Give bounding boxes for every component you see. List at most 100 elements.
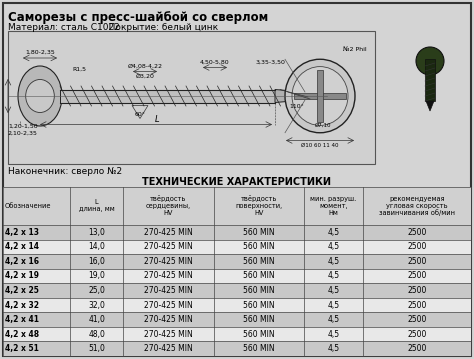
Ellipse shape [285, 59, 355, 133]
Text: 51,0: 51,0 [88, 344, 105, 353]
Text: 4,50-5,80: 4,50-5,80 [200, 60, 230, 65]
Text: 25,0: 25,0 [88, 286, 105, 295]
Bar [3, 239, 471, 254]
Ellipse shape [18, 66, 62, 126]
Text: 2500: 2500 [407, 286, 427, 295]
Text: 2500: 2500 [407, 271, 427, 280]
Text: 32,0: 32,0 [88, 300, 105, 309]
Text: 560 MIN: 560 MIN [243, 330, 275, 339]
Text: 4,2 х 25: 4,2 х 25 [5, 286, 39, 295]
Text: 110°: 110° [290, 104, 304, 109]
Text: 270-425 MIN: 270-425 MIN [144, 271, 192, 280]
Text: 560 MIN: 560 MIN [243, 271, 275, 280]
Text: 41,0: 41,0 [88, 315, 105, 324]
Bar [3, 341, 471, 356]
Text: 4,2 х 13: 4,2 х 13 [5, 228, 39, 237]
Text: 4,2 х 14: 4,2 х 14 [5, 242, 39, 251]
Bar [3, 254, 471, 269]
Text: Покрытие: белый цинк: Покрытие: белый цинк [100, 23, 218, 32]
Text: 560 MIN: 560 MIN [243, 228, 275, 237]
Text: рекомендуемая
угловая скорость
завинчивания об/мин: рекомендуемая угловая скорость завинчива… [379, 196, 455, 216]
Text: 2,10-2,35: 2,10-2,35 [8, 131, 38, 136]
Bar [3, 269, 471, 283]
Text: 560 MIN: 560 MIN [243, 286, 275, 295]
Text: Ø10 60 11 40: Ø10 60 11 40 [301, 143, 339, 148]
Text: 4,5: 4,5 [328, 228, 339, 237]
Text: 2500: 2500 [407, 344, 427, 353]
Text: 560 MIN: 560 MIN [243, 300, 275, 309]
Polygon shape [305, 92, 327, 96]
Text: 4,5: 4,5 [328, 344, 339, 353]
Bar [3, 187, 471, 225]
Text: 4,5: 4,5 [328, 286, 339, 295]
Text: 270-425 MIN: 270-425 MIN [144, 228, 192, 237]
Bar [425, 59, 435, 101]
Text: 4,5: 4,5 [328, 242, 339, 251]
Bar [3, 283, 471, 298]
Polygon shape [275, 89, 305, 103]
Text: 270-425 MIN: 270-425 MIN [144, 330, 192, 339]
Text: 4,2 х 19: 4,2 х 19 [5, 271, 39, 280]
Ellipse shape [26, 79, 55, 112]
Bar [60, 89, 275, 103]
Text: 60°: 60° [135, 112, 146, 117]
Text: 560 MIN: 560 MIN [243, 242, 275, 251]
Text: Наконечник: сверло №2: Наконечник: сверло №2 [8, 167, 122, 176]
Text: 19,0: 19,0 [88, 271, 105, 280]
Text: 16,0: 16,0 [88, 257, 105, 266]
Text: Ø4,08-4,22: Ø4,08-4,22 [128, 64, 163, 69]
Text: Материал: сталь С1022: Материал: сталь С1022 [8, 23, 120, 32]
Bar [294, 93, 346, 99]
Text: 4,5: 4,5 [328, 271, 339, 280]
Text: твёрдость
сердцевины,
HV: твёрдость сердцевины, HV [146, 196, 191, 216]
Text: 2500: 2500 [407, 228, 427, 237]
Text: 1,80-2,35: 1,80-2,35 [25, 50, 55, 55]
Text: 4,2 х 32: 4,2 х 32 [5, 300, 39, 309]
Bar [8, 31, 375, 164]
Text: 2500: 2500 [407, 257, 427, 266]
Text: L: L [155, 115, 160, 123]
Bar [3, 327, 471, 341]
Text: 48,0: 48,0 [88, 330, 105, 339]
Polygon shape [305, 96, 327, 100]
Text: 2500: 2500 [407, 242, 427, 251]
Text: 4,2 х 51: 4,2 х 51 [5, 344, 39, 353]
Text: 4,5: 4,5 [328, 300, 339, 309]
Ellipse shape [292, 67, 348, 125]
Text: R1,5: R1,5 [72, 67, 86, 72]
Text: Ø3,20: Ø3,20 [136, 74, 155, 79]
Text: 2500: 2500 [407, 300, 427, 309]
Bar [317, 70, 323, 122]
Text: 4,2 х 16: 4,2 х 16 [5, 257, 39, 266]
Text: 1,20-1,50: 1,20-1,50 [8, 124, 37, 129]
Text: 4,2 х 41: 4,2 х 41 [5, 315, 39, 324]
Text: 270-425 MIN: 270-425 MIN [144, 300, 192, 309]
Text: 3,35-3,50: 3,35-3,50 [255, 60, 285, 65]
Text: 14,0: 14,0 [88, 242, 105, 251]
Text: Саморезы с пресс-шайбой со сверлом: Саморезы с пресс-шайбой со сверлом [8, 11, 268, 24]
Text: 270-425 MIN: 270-425 MIN [144, 315, 192, 324]
Bar [3, 298, 471, 312]
Ellipse shape [416, 47, 444, 75]
Text: ТЕХНИЧЕСКИЕ ХАРАКТЕРИСТИКИ: ТЕХНИЧЕСКИЕ ХАРАКТЕРИСТИКИ [143, 177, 331, 187]
Text: 4,2 х 48: 4,2 х 48 [5, 330, 39, 339]
Bar [3, 312, 471, 327]
Text: 560 MIN: 560 MIN [243, 315, 275, 324]
Text: Ø7,10: Ø7,10 [315, 123, 331, 128]
Text: 560 MIN: 560 MIN [243, 257, 275, 266]
Text: 270-425 MIN: 270-425 MIN [144, 242, 192, 251]
Text: 270-425 MIN: 270-425 MIN [144, 257, 192, 266]
Text: мин. разруш.
момент,
Нм: мин. разруш. момент, Нм [310, 196, 356, 216]
Text: 270-425 MIN: 270-425 MIN [144, 344, 192, 353]
Polygon shape [426, 101, 434, 111]
Text: 270-425 MIN: 270-425 MIN [144, 286, 192, 295]
Text: Обозначение: Обозначение [5, 203, 52, 209]
Text: 13,0: 13,0 [88, 228, 105, 237]
Text: 560 MIN: 560 MIN [243, 344, 275, 353]
Text: твёрдость
поверхности,
HV: твёрдость поверхности, HV [236, 196, 283, 216]
Text: 4,5: 4,5 [328, 330, 339, 339]
Text: L
длина, мм: L длина, мм [79, 200, 115, 213]
Text: 4,5: 4,5 [328, 315, 339, 324]
Text: №2 Phil: №2 Phil [343, 47, 367, 52]
Text: 2500: 2500 [407, 315, 427, 324]
